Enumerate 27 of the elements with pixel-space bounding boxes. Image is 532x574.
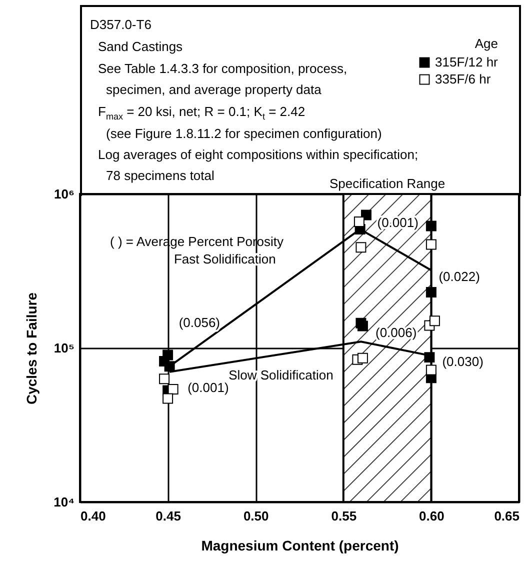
- x-tick-label: 0.45: [156, 508, 181, 524]
- text: 78 specimens total: [106, 168, 214, 183]
- legend-label: 315F/12 hr: [435, 54, 499, 70]
- y-tick-label: 10⁵: [54, 340, 74, 356]
- annotation: (0.022): [438, 268, 480, 284]
- x-tick-label: 0.55: [331, 508, 357, 524]
- annotation: (0.030): [442, 354, 484, 370]
- legend-label: 335F/6 hr: [435, 72, 492, 86]
- text: specimen, and average property data: [106, 82, 322, 97]
- x-tick-label: 0.50: [243, 508, 269, 524]
- annotation: (0.056): [178, 315, 220, 330]
- text: See Table 1.4.3.3 for composition, process,: [98, 61, 348, 76]
- x-tick-label: 0.65: [494, 508, 520, 524]
- legend-title: Age: [474, 36, 498, 51]
- annotation: (0.001): [188, 380, 229, 395]
- text: Log averages of eight compositions within specification;: [98, 147, 418, 162]
- chart-title: D357.0-T6: [90, 17, 152, 32]
- text: F$_{max}$ = 20 ksi, net; R = 0.1; K$_{t}$ = 2.42: [98, 104, 306, 124]
- band-label: Specification Range: [329, 176, 446, 191]
- text: Sand Castings: [98, 39, 183, 54]
- x-tick-label: 0.60: [419, 508, 444, 524]
- x-tick-label: 0.40: [80, 508, 106, 524]
- y-tick-label: 10⁴: [54, 494, 74, 510]
- y-tick-label: 10⁶: [54, 186, 75, 202]
- x-axis-title: Magnesium Content (percent): [201, 538, 399, 554]
- text: (see Figure 1.8.11.2 for specimen configuration): [106, 126, 382, 141]
- y-axis-title: Cycles to Failure: [24, 292, 40, 405]
